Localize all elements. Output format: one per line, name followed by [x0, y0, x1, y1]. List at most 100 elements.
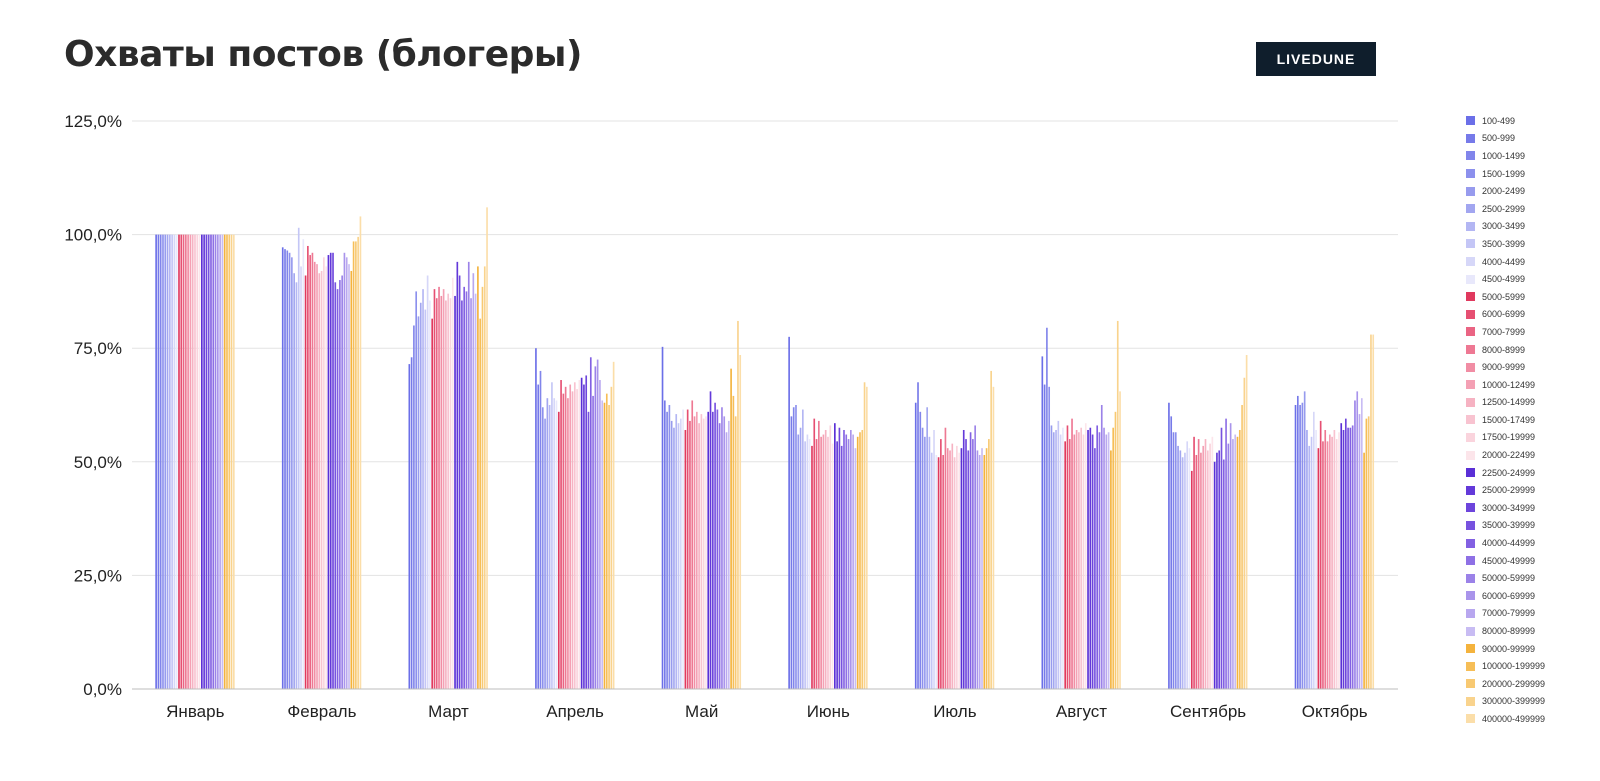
- legend-label: 2500-2999: [1482, 203, 1526, 214]
- bar: [1349, 427, 1352, 689]
- bar: [463, 286, 466, 689]
- bar: [668, 405, 671, 689]
- bar: [551, 382, 553, 689]
- bar: [544, 418, 546, 689]
- bar: [185, 234, 187, 689]
- bar: [422, 289, 424, 689]
- bar: [352, 241, 355, 690]
- bar: [737, 320, 739, 689]
- bar: [824, 429, 827, 689]
- legend-label: 1000-1499: [1482, 150, 1526, 161]
- legend-label: 200000-299999: [1482, 678, 1546, 689]
- x-tick-label: Сентябрь: [1170, 702, 1246, 721]
- bar: [1080, 427, 1083, 689]
- bar: [1096, 425, 1099, 689]
- legend-label: 60000-69999: [1482, 590, 1536, 601]
- bar: [557, 411, 560, 689]
- bar: [990, 370, 992, 689]
- bar: [535, 348, 537, 689]
- bar: [341, 275, 343, 689]
- bar: [440, 295, 443, 689]
- bar: [1100, 405, 1103, 689]
- bar: [1351, 425, 1354, 689]
- bar: [573, 382, 576, 689]
- legend-item: 4500-4999: [1466, 270, 1596, 288]
- bar: [700, 414, 703, 689]
- legend-label: 50000-59999: [1482, 573, 1536, 584]
- bar: [291, 257, 293, 689]
- bar: [834, 423, 836, 689]
- legend-item: 200000-299999: [1466, 675, 1596, 693]
- bar: [727, 420, 730, 689]
- bar: [732, 395, 735, 689]
- bar: [919, 411, 922, 689]
- legend-label: 4500-4999: [1482, 274, 1526, 285]
- legend-item: 3500-3999: [1466, 235, 1596, 253]
- bar: [1179, 450, 1182, 689]
- legend-item: 80000-89999: [1466, 622, 1596, 640]
- legend-item: 22500-24999: [1466, 464, 1596, 482]
- bar: [178, 234, 180, 689]
- bar-chart: 0,0% 25,0% 50,0% 75,0% 100,0% 125,0% Январь Фе…: [64, 112, 1398, 721]
- legend-label: 100000-199999: [1482, 661, 1546, 672]
- bar: [709, 391, 712, 689]
- y-tick-label: 100,0%: [64, 226, 122, 245]
- bar: [1335, 439, 1338, 689]
- legend-swatch: [1466, 573, 1475, 583]
- bar: [1202, 445, 1205, 689]
- bar: [288, 252, 291, 689]
- bar: [843, 429, 845, 689]
- bar: [1055, 429, 1057, 689]
- bar: [284, 249, 286, 689]
- x-axis-labels: Январь Февраль Март Апрель Май Июнь Июль Август…: [166, 702, 1368, 721]
- y-tick-label: 50,0%: [74, 453, 122, 472]
- y-tick-label: 25,0%: [74, 566, 122, 585]
- bar: [479, 318, 482, 689]
- bar: [456, 261, 459, 689]
- bar: [419, 302, 422, 689]
- x-tick-label: Апрель: [546, 702, 604, 721]
- bar: [442, 289, 445, 689]
- legend-swatch: [1466, 696, 1475, 706]
- bar: [470, 298, 472, 689]
- legend-label: 70000-79999: [1482, 608, 1536, 619]
- legend-label: 9000-9999: [1482, 362, 1526, 373]
- bar: [431, 318, 434, 689]
- bar: [435, 298, 438, 689]
- bar: [207, 234, 210, 689]
- bar: [1310, 436, 1313, 689]
- bar: [171, 234, 173, 689]
- legend-item: 1500-1999: [1466, 165, 1596, 183]
- bar: [445, 300, 447, 689]
- bar: [924, 436, 926, 689]
- bar: [677, 423, 680, 689]
- legend-swatch: [1466, 133, 1475, 143]
- bar: [1243, 377, 1246, 689]
- bar: [589, 357, 592, 689]
- bar: [1225, 418, 1227, 689]
- bar: [734, 416, 737, 689]
- bar: [949, 450, 951, 689]
- bar: [596, 359, 599, 689]
- bar: [539, 370, 542, 689]
- bar: [820, 436, 822, 689]
- bar: [852, 434, 854, 689]
- bar: [295, 282, 298, 689]
- bar: [813, 418, 816, 689]
- bar: [1365, 418, 1368, 689]
- bar: [802, 409, 804, 689]
- legend-swatch: [1466, 591, 1475, 601]
- bar: [415, 291, 418, 689]
- bar: [1296, 395, 1299, 689]
- bar: [318, 273, 321, 689]
- bar: [410, 357, 413, 689]
- bar: [827, 436, 829, 689]
- bar: [978, 454, 981, 689]
- bar: [467, 261, 470, 689]
- legend-item: 15000-17499: [1466, 411, 1596, 429]
- bar: [343, 252, 346, 689]
- legend-label: 2000-2499: [1482, 186, 1526, 197]
- bar: [1317, 448, 1320, 689]
- bar: [942, 454, 944, 689]
- bar: [1068, 439, 1071, 689]
